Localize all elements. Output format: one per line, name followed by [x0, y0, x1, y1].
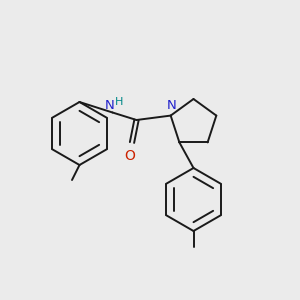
Text: N: N	[104, 99, 114, 112]
Text: O: O	[124, 149, 135, 163]
Text: N: N	[167, 99, 176, 112]
Text: H: H	[115, 97, 123, 107]
